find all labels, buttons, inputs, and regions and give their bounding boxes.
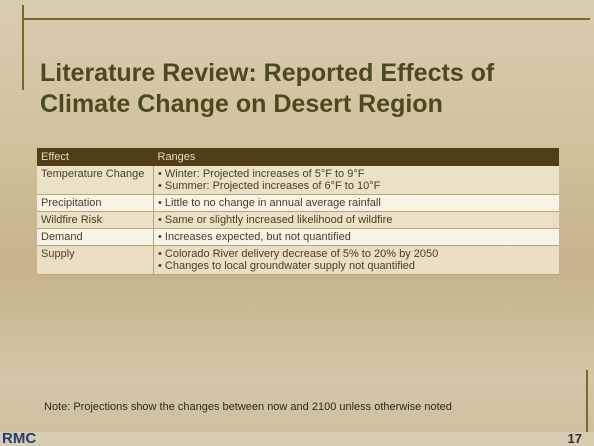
range-item: • Summer: Projected increases of 6°F to …	[158, 180, 381, 192]
effect-cell: Demand	[37, 228, 154, 246]
table-body: Temperature Change • Winter: Projected in…	[37, 166, 559, 275]
note: Note: Projections show the changes betwe…	[44, 401, 452, 413]
range-text: Same or slightly increased likelihood of…	[164, 214, 393, 226]
effect-cell: Temperature Change	[37, 166, 154, 195]
range-item: • Same or slightly increased likelihood …	[158, 214, 393, 226]
range-text: Winter: Projected increases of 5°F to 9°…	[164, 168, 365, 180]
header-row: Effect Ranges	[37, 148, 559, 166]
range-text: Colorado River delivery decrease of 5% t…	[164, 248, 439, 260]
ranges-cell: • Increases expected, but not quantified	[153, 228, 559, 246]
page-number: 17	[567, 431, 582, 446]
range-text: Changes to local groundwater supply not …	[164, 260, 416, 272]
effect-cell: Precipitation	[37, 194, 154, 212]
range-text: Summer: Projected increases of 6°F to 10…	[164, 180, 381, 192]
effect-cell: Supply	[37, 245, 154, 275]
range-item: • Increases expected, but not quantified	[158, 231, 351, 243]
ranges-cell: • Winter: Projected increases of 5°F to …	[153, 166, 559, 195]
range-text: Increases expected, but not quantified	[164, 231, 351, 243]
table-row: Temperature Change • Winter: Projected in…	[37, 166, 559, 195]
header-cell: Ranges	[153, 148, 559, 166]
ranges-cell: • Colorado River delivery decrease of 5%…	[153, 245, 559, 275]
range-item: • Colorado River delivery decrease of 5%…	[158, 248, 439, 260]
effect-cell: Wildfire Risk	[37, 211, 154, 229]
slide-title: Literature Review: Reported Effects of C…	[40, 59, 495, 118]
header-cell: Effect	[37, 148, 154, 166]
table-row: Wildfire Risk • Same or slightly increase…	[37, 211, 559, 229]
top-rule	[22, 18, 590, 20]
logo: RMC	[2, 430, 37, 446]
effects-table: Effect Ranges Temperature Change • Winter…	[37, 148, 559, 275]
ranges-cell: • Same or slightly increased likelihood …	[153, 211, 559, 229]
right-rule	[586, 370, 588, 446]
range-text: Little to no change in annual average ra…	[164, 197, 381, 209]
table-row: Precipitation • Little to no change in an…	[37, 194, 559, 212]
range-item: • Changes to local groundwater supply no…	[158, 260, 416, 272]
table-row: Supply • Colorado River delivery decrease…	[37, 245, 559, 275]
table-row: Demand • Increases expected, but not quan…	[37, 228, 559, 246]
footer: RMC 17	[0, 430, 594, 446]
range-item: • Little to no change in annual average …	[158, 197, 381, 209]
range-item: • Winter: Projected increases of 5°F to …	[158, 168, 365, 180]
ranges-cell: • Little to no change in annual average …	[153, 194, 559, 212]
left-rule	[22, 5, 24, 90]
